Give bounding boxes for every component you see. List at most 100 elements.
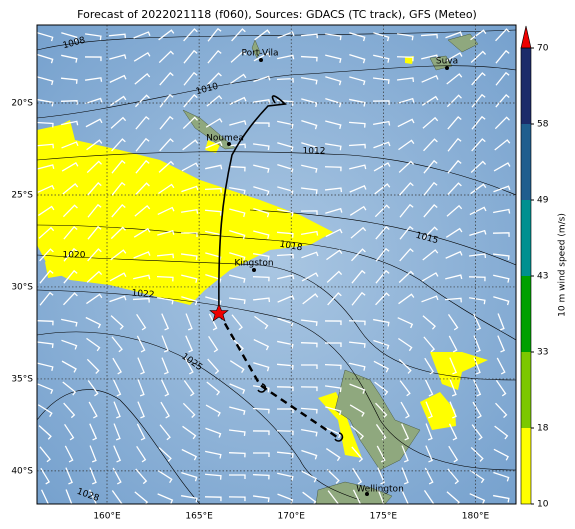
colorbar-tick-label: 58 bbox=[537, 120, 549, 130]
wind-barb bbox=[229, 383, 246, 395]
wind-barb bbox=[277, 295, 295, 303]
wind-barb bbox=[231, 314, 243, 331]
wind-barb bbox=[301, 120, 318, 130]
wind-barb bbox=[302, 293, 319, 305]
wind-barb bbox=[87, 380, 99, 397]
wind-barb bbox=[473, 313, 482, 331]
wind-barb bbox=[110, 315, 124, 330]
wind-barb bbox=[349, 185, 367, 193]
wind-barb bbox=[396, 77, 415, 83]
wind-barb bbox=[348, 320, 366, 326]
wind-barb bbox=[473, 357, 481, 375]
wind-barb bbox=[277, 340, 294, 349]
wind-barb bbox=[352, 489, 362, 504]
wind-barb bbox=[110, 116, 127, 129]
wind-barb bbox=[326, 249, 343, 261]
wind-barb bbox=[445, 31, 463, 39]
wind-barb bbox=[156, 275, 174, 282]
wind-barb bbox=[349, 54, 366, 64]
wind-barb bbox=[39, 248, 54, 262]
wind-barb bbox=[373, 339, 390, 350]
wind-barb bbox=[277, 31, 295, 39]
wind-barb bbox=[230, 337, 244, 352]
wind-barb bbox=[87, 248, 102, 262]
wind-barb bbox=[156, 253, 175, 259]
wind-barb bbox=[84, 33, 102, 41]
wind-barb bbox=[207, 358, 220, 375]
wind-barb bbox=[37, 404, 53, 417]
wind-barb bbox=[493, 448, 509, 461]
wind-barb bbox=[87, 225, 102, 240]
wind-barb bbox=[424, 379, 434, 397]
wind-barb bbox=[375, 225, 390, 240]
wind-barb bbox=[470, 160, 487, 173]
wind-barb bbox=[181, 274, 198, 283]
wind-barb bbox=[325, 207, 343, 214]
wind-barb bbox=[401, 467, 409, 485]
cyclone-symbols bbox=[257, 383, 344, 442]
wind-barb bbox=[86, 358, 100, 374]
wind-barb bbox=[208, 335, 219, 353]
wind-barb bbox=[399, 380, 411, 397]
wind-barb bbox=[300, 210, 318, 215]
wind-barb bbox=[253, 362, 270, 372]
wind-barb bbox=[158, 183, 175, 195]
wind-barb bbox=[494, 425, 509, 440]
lon-tick-label: 175°E bbox=[370, 512, 398, 522]
wind-barb bbox=[492, 232, 510, 237]
wind-barb bbox=[63, 292, 78, 306]
wind-barb bbox=[349, 32, 366, 42]
wind-barb bbox=[181, 495, 198, 503]
wind-barb bbox=[229, 96, 247, 105]
place-dot bbox=[365, 492, 369, 496]
wind-barb bbox=[62, 381, 77, 396]
title: Forecast of 2022021118 (f060), Sources: … bbox=[77, 8, 477, 21]
wind-barb bbox=[301, 428, 318, 437]
wind-barb bbox=[423, 138, 438, 152]
wind-barb bbox=[496, 357, 506, 375]
wind-barb bbox=[158, 160, 175, 173]
wind-barb bbox=[376, 445, 386, 463]
wind-barb bbox=[229, 230, 246, 240]
wind-barb bbox=[421, 74, 439, 83]
wind-barb bbox=[89, 445, 97, 463]
wind-barb bbox=[40, 467, 51, 485]
wind-barb bbox=[206, 72, 222, 86]
land bbox=[182, 33, 479, 504]
wind-barb bbox=[301, 449, 318, 460]
place-dot bbox=[445, 66, 449, 70]
wind-barb bbox=[205, 404, 221, 417]
wind-barb bbox=[422, 116, 439, 129]
wind-barb bbox=[468, 297, 486, 305]
wind-barb bbox=[37, 54, 54, 64]
wind-barb bbox=[468, 253, 487, 259]
wind-barb bbox=[185, 335, 194, 353]
wind-barb bbox=[157, 296, 174, 305]
wind-barb bbox=[301, 76, 318, 85]
wind-barb bbox=[401, 423, 410, 441]
wind-barb bbox=[252, 143, 270, 151]
wind-barb bbox=[228, 429, 246, 437]
wind-barb bbox=[64, 445, 74, 463]
wind-barb bbox=[133, 31, 151, 39]
wind-barb bbox=[445, 274, 463, 280]
wind-barb bbox=[375, 269, 390, 284]
wind-barb bbox=[300, 342, 318, 348]
wind-barb bbox=[182, 425, 197, 440]
wind-barb bbox=[324, 143, 342, 151]
wind-barb bbox=[205, 141, 223, 149]
wind-barb bbox=[397, 317, 414, 329]
wind-barb bbox=[423, 203, 438, 218]
wind-barb bbox=[449, 357, 457, 375]
wind-barb bbox=[205, 450, 222, 459]
wind-barb bbox=[324, 363, 342, 370]
wind-barb bbox=[182, 116, 198, 130]
wind-barb bbox=[113, 379, 122, 397]
wind-barb bbox=[228, 496, 246, 502]
wind-barb bbox=[276, 386, 294, 392]
wind-barb bbox=[136, 445, 147, 463]
wind-barb bbox=[110, 95, 127, 107]
wind-barb bbox=[87, 203, 102, 218]
